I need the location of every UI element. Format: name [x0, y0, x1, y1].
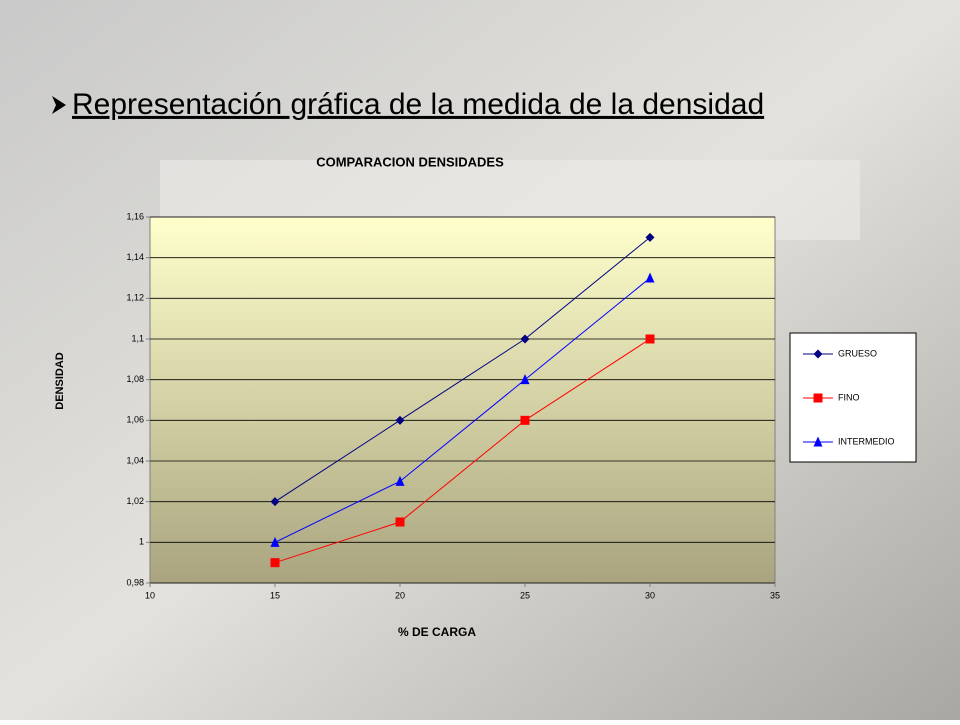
- y-tick-label: 1,06: [126, 415, 144, 425]
- series-line: [274, 338, 651, 564]
- y-tick-label: 1,04: [126, 455, 144, 465]
- marker: [395, 517, 405, 527]
- legend-label: GRUESO: [838, 348, 877, 358]
- series-line: [274, 277, 651, 543]
- y-tick-label: 1,12: [126, 293, 144, 303]
- x-tick-label: 20: [395, 590, 405, 600]
- legend-marker: [813, 349, 823, 359]
- y-tick-label: 1,1: [131, 333, 144, 343]
- marker: [645, 334, 655, 344]
- y-tick-label: 1,14: [126, 252, 144, 262]
- legend-marker: [813, 436, 823, 447]
- legend-label: FINO: [838, 392, 860, 402]
- legend: [789, 332, 917, 463]
- legend-label: INTERMEDIO: [838, 436, 895, 446]
- y-tick-label: 1,02: [126, 496, 144, 506]
- x-axis-label: % DE CARGA: [398, 625, 476, 639]
- marker: [395, 475, 405, 486]
- marker: [645, 272, 655, 283]
- heading: Representación gráfica de la medida de l…: [72, 88, 764, 121]
- series-line: [274, 236, 651, 503]
- marker: [520, 374, 530, 385]
- y-tick-label: 1,16: [126, 211, 144, 221]
- x-tick-label: 10: [145, 590, 155, 600]
- chart-title: COMPARACION DENSIDADES: [316, 154, 504, 169]
- marker: [645, 232, 655, 242]
- marker: [520, 415, 530, 425]
- x-tick-label: 35: [770, 590, 780, 600]
- marker: [270, 536, 280, 547]
- plot-area: [149, 216, 776, 584]
- marker: [270, 497, 280, 507]
- y-axis-label: DENSIDAD: [54, 352, 66, 410]
- y-tick-label: 0,98: [126, 577, 144, 587]
- x-tick-label: 25: [520, 590, 530, 600]
- y-tick-label: 1: [139, 537, 144, 547]
- legend-marker: [813, 393, 823, 403]
- y-tick-label: 1,08: [126, 374, 144, 384]
- bullet: [52, 96, 66, 114]
- marker: [520, 334, 530, 344]
- x-tick-label: 30: [645, 590, 655, 600]
- marker: [270, 558, 280, 568]
- x-tick-label: 15: [270, 590, 280, 600]
- marker: [395, 415, 405, 425]
